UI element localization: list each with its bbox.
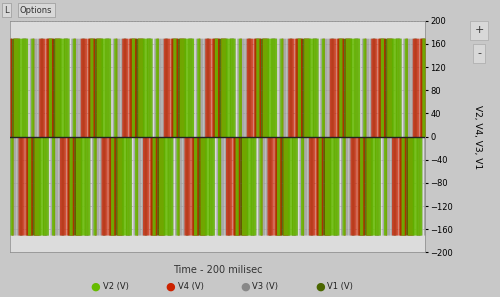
Text: ●: ● (165, 282, 175, 292)
Text: ●: ● (315, 282, 325, 292)
Text: Time - 200 milisec: Time - 200 milisec (173, 265, 262, 275)
Text: V3 (V): V3 (V) (252, 282, 278, 291)
Text: ●: ● (90, 282, 100, 292)
Text: +: + (474, 26, 484, 35)
Text: V1 (V): V1 (V) (328, 282, 353, 291)
Text: V4 (V): V4 (V) (178, 282, 204, 291)
Text: -: - (477, 49, 481, 59)
Text: Options: Options (20, 6, 52, 15)
Text: L: L (4, 6, 8, 15)
Text: ●: ● (240, 282, 250, 292)
Y-axis label: V2, V4, V3, V1: V2, V4, V3, V1 (473, 105, 482, 169)
Text: V2 (V): V2 (V) (102, 282, 128, 291)
